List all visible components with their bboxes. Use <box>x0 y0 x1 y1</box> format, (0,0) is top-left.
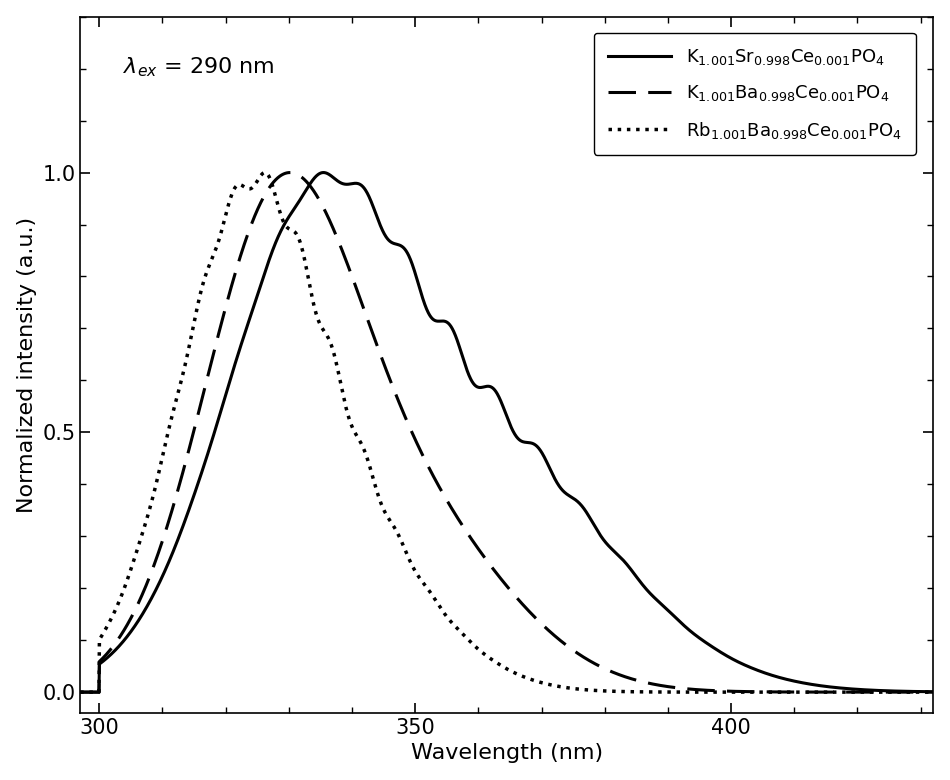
Legend: K$_{1.001}$Sr$_{0.998}$Ce$_{0.001}$PO$_4$, K$_{1.001}$Ba$_{0.998}$Ce$_{0.001}$PO: K$_{1.001}$Sr$_{0.998}$Ce$_{0.001}$PO$_4… <box>594 33 916 155</box>
Text: $\lambda_{ex}$ = 290 nm: $\lambda_{ex}$ = 290 nm <box>123 55 275 79</box>
Y-axis label: Normalized intensity (a.u.): Normalized intensity (a.u.) <box>17 217 37 513</box>
X-axis label: Wavelength (nm): Wavelength (nm) <box>410 743 603 764</box>
